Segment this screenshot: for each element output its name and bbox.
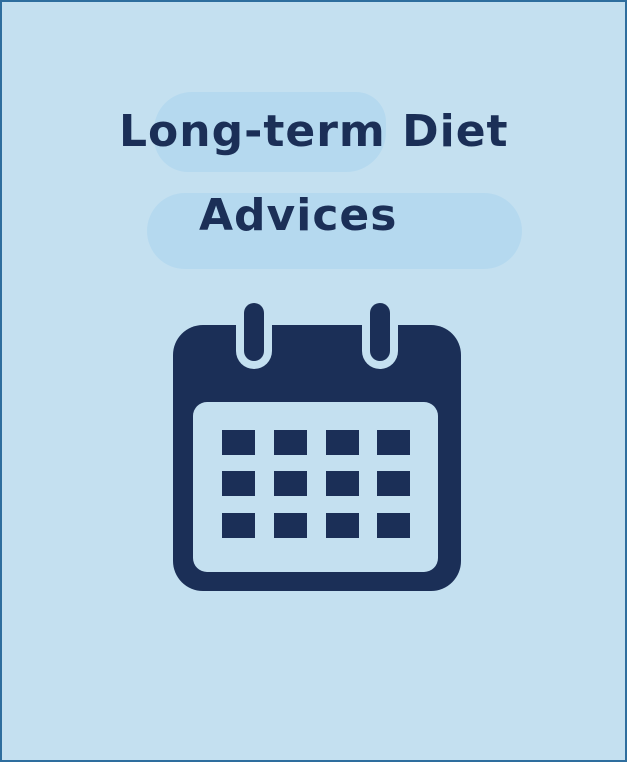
calendar-grid	[222, 430, 410, 538]
calendar-icon	[173, 301, 461, 591]
page-title: Long-term Diet	[119, 106, 509, 157]
title-highlight	[154, 92, 386, 172]
title-highlight	[147, 193, 522, 269]
page-title-continuation: Advices	[199, 190, 398, 241]
